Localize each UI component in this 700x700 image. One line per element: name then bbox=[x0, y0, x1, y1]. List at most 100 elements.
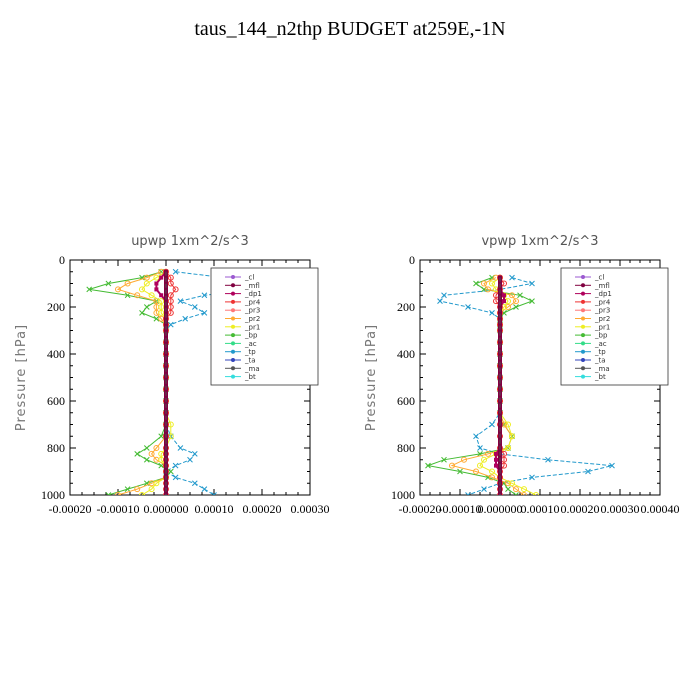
data-point-bp bbox=[457, 468, 463, 475]
data-point-mfl bbox=[498, 322, 502, 327]
data-point-pr1 bbox=[489, 280, 495, 287]
data-point-pr1 bbox=[158, 309, 165, 316]
data-point-pr4 bbox=[167, 309, 174, 316]
data-point-pr2 bbox=[148, 450, 155, 457]
data-point-pr1 bbox=[505, 445, 511, 451]
data-point-mfl bbox=[164, 281, 168, 286]
y-tick-label: 600 bbox=[397, 394, 415, 408]
legend-marker bbox=[581, 308, 585, 313]
data-point-pr2 bbox=[513, 486, 519, 493]
legend-label: _tp bbox=[244, 348, 256, 356]
data-point-tp bbox=[172, 474, 179, 481]
legend-label: _cl bbox=[594, 274, 604, 282]
data-point-dp1 bbox=[159, 275, 164, 280]
data-point-mfl bbox=[164, 340, 168, 345]
data-point-pr1 bbox=[153, 274, 160, 281]
legend-marker bbox=[231, 283, 235, 288]
data-point-pr2 bbox=[521, 492, 527, 495]
data-point-tp bbox=[529, 280, 535, 287]
data-point-pr1 bbox=[139, 286, 145, 293]
legend-label: _pr2 bbox=[594, 315, 610, 323]
data-point-tp bbox=[509, 274, 515, 281]
legend-label: _tp bbox=[594, 348, 606, 356]
data-point-tp bbox=[473, 433, 479, 440]
data-point-mfl bbox=[164, 275, 168, 280]
data-point-bp bbox=[139, 310, 145, 316]
data-point-pr2 bbox=[153, 445, 160, 451]
data-point-pr1 bbox=[505, 421, 511, 428]
data-point-pr1 bbox=[489, 468, 495, 475]
data-point-dp1 bbox=[154, 287, 159, 292]
data-point-tp bbox=[609, 462, 615, 469]
data-point-mfl bbox=[498, 305, 502, 309]
data-point-pr1 bbox=[158, 298, 165, 305]
legend-marker bbox=[231, 275, 235, 279]
data-point-bp bbox=[153, 315, 160, 322]
legend: _cl_mfl_dp1_pr4_pr3_pr2_pr1_bp_ac_tp_ta_… bbox=[210, 267, 319, 386]
legend-label: _bp bbox=[244, 332, 258, 340]
legend-marker bbox=[581, 333, 585, 338]
legend-marker bbox=[231, 299, 235, 304]
data-point-tp bbox=[481, 486, 487, 492]
data-point-mfl bbox=[164, 299, 168, 304]
data-point-dp1 bbox=[494, 457, 498, 462]
data-point-pr2 bbox=[115, 492, 121, 495]
data-point-pr2 bbox=[124, 280, 131, 287]
data-point-mfl bbox=[164, 316, 168, 321]
y-tick-label: 400 bbox=[397, 347, 415, 361]
legend-label: _mfl bbox=[594, 282, 610, 290]
data-point-pr4 bbox=[172, 286, 179, 293]
data-point-pr1 bbox=[148, 292, 155, 299]
legend-label: _dp1 bbox=[244, 290, 262, 298]
data-point-pr2 bbox=[509, 292, 515, 299]
data-point-bp bbox=[143, 456, 150, 463]
legend-marker bbox=[581, 291, 585, 296]
data-point-pr1 bbox=[509, 433, 515, 440]
data-point-tp bbox=[441, 292, 447, 299]
legend-marker bbox=[581, 374, 585, 379]
y-tick-label: 600 bbox=[47, 394, 65, 408]
data-point-mfl bbox=[498, 287, 502, 292]
data-point-bp bbox=[105, 280, 112, 287]
data-point-mfl bbox=[164, 322, 168, 327]
legend-label: _pr4 bbox=[244, 298, 261, 306]
data-point-pr1 bbox=[521, 486, 527, 493]
data-point-pr1 bbox=[533, 492, 539, 495]
legend-label: _pr1 bbox=[594, 323, 610, 331]
data-point-bp bbox=[517, 292, 523, 299]
data-point-bp bbox=[473, 280, 479, 287]
legend-marker bbox=[581, 316, 585, 321]
legend: _cl_mfl_dp1_pr4_pr3_pr2_pr1_bp_ac_tp_ta_… bbox=[560, 267, 669, 386]
data-point-dp1 bbox=[154, 281, 159, 286]
data-point-bp bbox=[105, 492, 112, 495]
y-axis-label: Pressure [hPa] bbox=[364, 324, 379, 431]
data-point-tp bbox=[201, 292, 208, 299]
data-point-pr2 bbox=[473, 468, 479, 475]
data-point-pr4 bbox=[167, 298, 174, 305]
legend-marker bbox=[231, 341, 235, 346]
data-point-tp bbox=[172, 462, 179, 469]
series-group bbox=[425, 274, 615, 495]
y-tick-label: 1000 bbox=[391, 488, 415, 502]
data-point-mfl bbox=[498, 299, 502, 304]
data-point-pr2 bbox=[505, 480, 511, 487]
legend-label: _mfl bbox=[244, 282, 260, 290]
panel-title: upwp 1xm^2/s^3 bbox=[131, 234, 249, 249]
data-point-pr1 bbox=[509, 480, 515, 487]
data-point-mfl bbox=[498, 316, 502, 321]
data-point-pr1 bbox=[143, 280, 150, 287]
series-group bbox=[86, 268, 265, 495]
legend-marker bbox=[231, 374, 235, 379]
legend-label: _cl bbox=[244, 274, 254, 282]
data-point-tp bbox=[465, 304, 471, 310]
data-point-tp bbox=[182, 315, 189, 322]
legend-marker bbox=[581, 299, 585, 304]
data-point-bp bbox=[505, 486, 511, 492]
legend-marker bbox=[231, 308, 235, 313]
data-point-tp bbox=[545, 456, 551, 463]
data-point-mfl bbox=[164, 269, 168, 274]
data-point-pr2 bbox=[134, 486, 141, 493]
data-point-mfl bbox=[498, 293, 502, 298]
